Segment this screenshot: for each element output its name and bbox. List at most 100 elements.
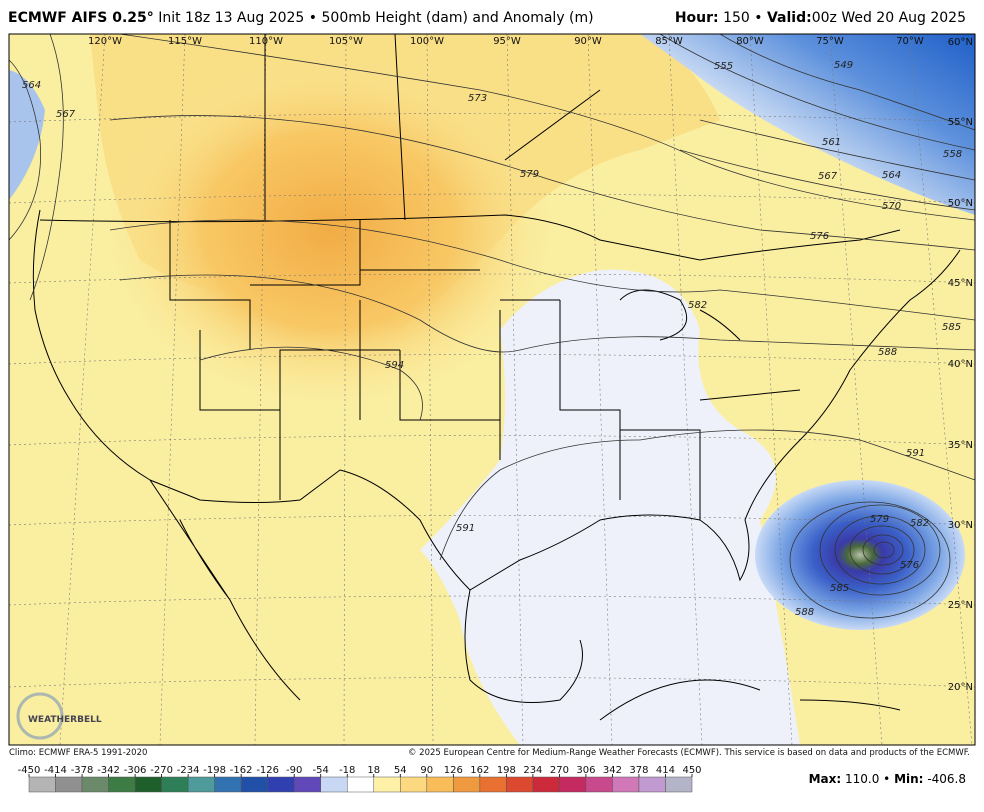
color-swatch	[134, 776, 162, 793]
logo-text: WEATHERBELL	[28, 715, 102, 725]
color-swatch	[214, 776, 242, 793]
contour-label: 564	[22, 80, 41, 91]
colorbar-tick-label: -162	[230, 765, 253, 776]
longitude-labels: 120°W 115°W 110°W 105°W 100°W 95°W 90°W …	[88, 36, 924, 47]
colorbar-tick-label: 342	[603, 765, 622, 776]
min-value: -406.8	[927, 772, 966, 786]
model: ECMWF AIFS 0.25°	[8, 10, 154, 26]
color-swatch	[108, 776, 136, 793]
colorbar-tick-label: -306	[124, 765, 147, 776]
longitude-label: 105°W	[329, 36, 363, 47]
latitude-label: 45°N	[948, 278, 973, 289]
contour-label: 585	[942, 322, 961, 333]
colorbar-tick-label: 54	[394, 765, 407, 776]
color-swatch	[373, 776, 401, 793]
separator: •	[754, 10, 762, 26]
colorbar-tick-label: 270	[550, 765, 569, 776]
color-swatch	[28, 776, 56, 793]
contour-label: 591	[456, 523, 475, 534]
color-swatch	[426, 776, 454, 793]
separator: •	[883, 772, 890, 786]
colorbar-tick-label: -270	[150, 765, 173, 776]
colorbar-tick-label: 378	[629, 765, 648, 776]
anomaly-cold-northeast	[640, 34, 975, 215]
colorbar-tick-label: 306	[576, 765, 595, 776]
map: 564 567 573 579 555 549 561 564 558 567 …	[9, 34, 975, 745]
contour-label: 549	[834, 60, 853, 71]
contour-label: 564	[882, 170, 901, 181]
contour-label: 570	[882, 201, 901, 212]
longitude-label: 120°W	[88, 36, 122, 47]
contour-label: 561	[822, 137, 841, 148]
color-swatch	[55, 776, 83, 793]
max-label: Max:	[809, 772, 842, 786]
contour-label: 579	[870, 514, 889, 525]
header-left: ECMWF AIFS 0.25° Init 18z 13 Aug 2025 • …	[8, 10, 594, 26]
contour-label: 585	[830, 583, 849, 594]
colorbar-tick-label: -18	[339, 765, 355, 776]
colorbar-tick-label: 414	[656, 765, 675, 776]
contour-label: 555	[714, 61, 733, 72]
color-swatch	[240, 776, 268, 793]
color-swatch	[638, 776, 666, 793]
color-swatch	[506, 776, 534, 793]
hour-label: Hour:	[675, 10, 719, 26]
latitude-label: 35°N	[948, 440, 973, 451]
contour-label: 567	[818, 171, 838, 182]
longitude-label: 80°W	[736, 36, 764, 47]
contour-label: 594	[385, 360, 404, 371]
colorbar-tick-label: 450	[682, 765, 701, 776]
contour-label: 582	[688, 300, 707, 311]
longitude-label: 85°W	[655, 36, 683, 47]
color-swatch	[187, 776, 215, 793]
anomaly-cold-northwest	[9, 70, 45, 200]
latitude-label: 40°N	[948, 359, 973, 370]
colorbar-tick-label: -342	[97, 765, 120, 776]
longitude-label: 110°W	[249, 36, 283, 47]
hour: 150	[723, 10, 750, 26]
max-value: 110.0	[845, 772, 879, 786]
color-swatch	[400, 776, 428, 793]
header-right: Hour: 150 • Valid:00z Wed 20 Aug 2025	[675, 10, 966, 26]
contour-label: 567	[56, 109, 76, 120]
colorbar-tick-label: -126	[256, 765, 279, 776]
longitude-label: 70°W	[896, 36, 924, 47]
anomaly-warm-core	[100, 50, 560, 410]
valid: 00z Wed 20 Aug 2025	[812, 10, 966, 26]
colorbar: -450 -414 -378 -342 -306 -270 -234 -198 -162 -126…	[18, 765, 702, 793]
color-swatch	[267, 776, 295, 793]
colorbar-tick-label: 234	[523, 765, 542, 776]
anomaly-neutral	[420, 269, 800, 745]
contours	[9, 34, 975, 619]
latitude-label: 60°N	[948, 37, 973, 48]
colorbar-tick-label: 90	[420, 765, 433, 776]
latitude-label: 25°N	[948, 600, 973, 611]
hurricane-anomaly	[755, 480, 965, 630]
geography	[32, 34, 961, 721]
colorbar-tick-label: 18	[367, 765, 380, 776]
contour-label: 588	[878, 347, 897, 358]
color-swatch	[81, 776, 109, 793]
colorbar-tick-label: -198	[203, 765, 226, 776]
color-swatch	[559, 776, 587, 793]
contour-label: 582	[910, 518, 929, 529]
color-swatch	[453, 776, 481, 793]
longitude-label: 115°W	[168, 36, 202, 47]
latitude-label: 50°N	[948, 198, 973, 209]
colorbar-tick-label: -414	[44, 765, 67, 776]
valid-label: Valid:	[767, 10, 812, 26]
description: Init 18z 13 Aug 2025 • 500mb Height (dam…	[158, 10, 593, 26]
longitude-label: 95°W	[493, 36, 521, 47]
map-frame	[8, 33, 976, 746]
contour-label: 558	[943, 149, 962, 160]
color-swatch	[585, 776, 613, 793]
contour-label: 579	[520, 169, 539, 180]
contour-label: 576	[900, 560, 919, 571]
colorbar-tick-label: -90	[286, 765, 302, 776]
contour-label: 591	[906, 448, 925, 459]
logo: WEATHERBELL	[16, 692, 102, 740]
latitude-label: 30°N	[948, 520, 973, 531]
color-swatch	[479, 776, 507, 793]
contour-labels: 564 567 573 579 555 549 561 564 558 567 …	[22, 60, 962, 618]
